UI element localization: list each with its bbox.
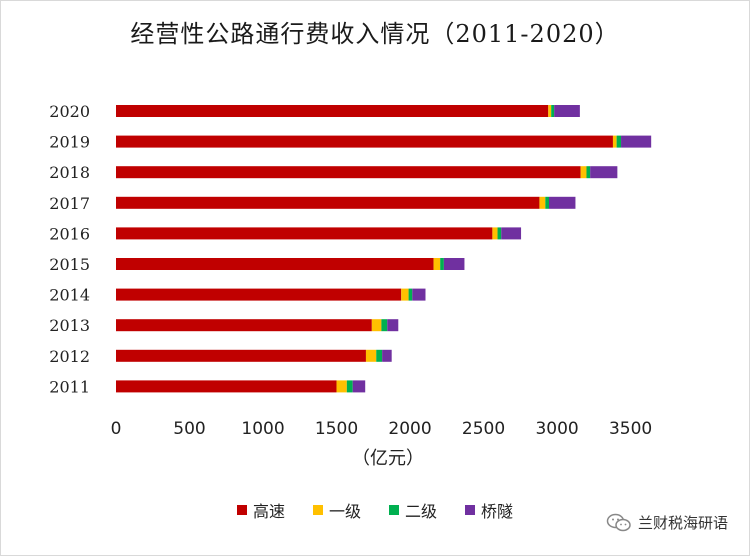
y-tick-label: 2019 [49, 133, 90, 152]
bar-segment-2011-0 [116, 380, 337, 393]
legend-label: 高速 [252, 502, 285, 521]
legend-swatch [389, 505, 399, 515]
y-tick-label: 2015 [49, 255, 90, 274]
bar-segment-2015-1 [433, 258, 441, 270]
x-tick-label: 3000 [535, 419, 578, 439]
bar-segment-2012-0 [116, 349, 366, 362]
bar-segment-2017-0 [116, 196, 540, 209]
bar-segment-2014-3 [412, 288, 426, 301]
legend-item: 一级 [312, 498, 361, 522]
y-tick-label: 2011 [49, 377, 90, 396]
bar-segment-2017-3 [548, 196, 576, 209]
bar-segment-2011-2 [346, 380, 353, 393]
bar-segment-2012-2 [376, 349, 383, 362]
x-tick-label: 3500 [609, 419, 652, 439]
y-tick-label: 2012 [49, 347, 90, 366]
x-tick-label: 2000 [388, 419, 431, 439]
x-tick-label: 2500 [462, 419, 505, 439]
bar-segment-2020-2 [551, 105, 555, 117]
bar-segment-2016-2 [497, 227, 502, 240]
bar-segment-2015-2 [440, 258, 444, 270]
bar-segment-2018-0 [116, 166, 581, 179]
y-tick-label: 2014 [49, 286, 90, 305]
bar-segment-2012-1 [365, 349, 377, 362]
bar-segment-2020-1 [548, 105, 552, 117]
chart-title: 经营性公路通行费收入情况（2011-2020） [130, 20, 620, 48]
bar-segment-2019-1 [612, 135, 617, 148]
x-tick-label: 1500 [315, 419, 358, 439]
bar-segment-2018-3 [590, 166, 618, 179]
y-tick-label: 2020 [49, 102, 90, 121]
wechat-icon [606, 513, 631, 531]
bar-segment-2013-2 [381, 319, 388, 332]
y-tick-label: 2016 [49, 224, 90, 243]
y-tick-label: 2013 [49, 316, 90, 335]
bar-segment-2014-0 [116, 288, 402, 301]
bar-segment-2017-1 [539, 196, 546, 209]
watermark-text: 兰财税海研语 [637, 514, 728, 532]
bar-segment-2019-3 [621, 135, 652, 148]
bar-segment-2018-1 [580, 166, 587, 179]
bar-segment-2015-0 [116, 258, 434, 270]
x-axis-label: （亿元） [352, 448, 424, 469]
x-tick-label: 0 [111, 419, 122, 439]
legend-label: 一级 [328, 502, 361, 521]
legend-item: 高速 [236, 498, 285, 522]
bar-segment-2011-3 [352, 380, 366, 393]
bar-segment-2016-0 [116, 227, 493, 240]
bar-segment-2016-3 [501, 227, 522, 240]
bar-segment-2015-3 [443, 258, 465, 270]
bar-segment-2018-2 [586, 166, 591, 179]
bar-segment-2013-1 [371, 319, 382, 332]
legend-swatch [312, 505, 323, 515]
y-tick-label: 2017 [49, 194, 90, 213]
legend: 高速 一级 二级 桥隧 [0, 498, 750, 522]
watermark: 兰财税海研语 [606, 512, 728, 533]
legend-label: 桥隧 [481, 502, 514, 521]
legend-item: 桥隧 [465, 498, 513, 522]
bar-segment-2019-0 [116, 135, 613, 148]
x-tick-label: 500 [173, 419, 205, 439]
bar-segment-2020-0 [116, 105, 549, 117]
bar-segment-2011-1 [336, 380, 347, 393]
legend-item: 二级 [389, 498, 437, 522]
bar-segment-2014-2 [408, 288, 413, 301]
bar-segment-2013-0 [116, 319, 372, 332]
bar-segment-2020-3 [554, 105, 580, 117]
bar-segment-2013-3 [387, 319, 399, 332]
bar-segment-2012-3 [382, 349, 392, 362]
legend-swatch [236, 505, 247, 515]
bar-segment-2016-1 [492, 227, 498, 240]
y-tick-label: 2018 [49, 163, 90, 182]
bar-segment-2017-2 [545, 196, 549, 209]
x-tick-label: 1000 [241, 419, 284, 439]
bar-segment-2019-2 [616, 135, 622, 148]
legend-swatch [465, 505, 476, 515]
bar-segment-2014-1 [401, 288, 409, 301]
legend-label: 二级 [405, 502, 438, 521]
